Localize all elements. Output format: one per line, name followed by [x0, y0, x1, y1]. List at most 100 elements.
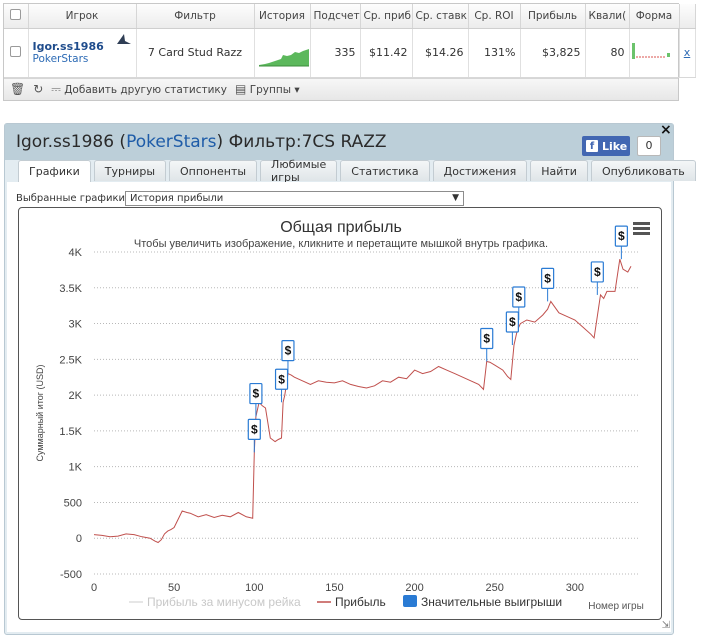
- stats-toolbar: 🗑 ↻ ⎓ Добавить другую статистику ▤ Групп…: [4, 77, 678, 100]
- title-room-link[interactable]: PokerStars: [126, 132, 217, 152]
- form-cell: [629, 28, 680, 78]
- legend-label-net-profit: Прибыль за минусом рейка: [147, 595, 301, 609]
- col-header-remove: [679, 4, 696, 29]
- svg-text:$: $: [285, 344, 292, 358]
- count-cell: 335: [310, 28, 361, 78]
- table-row[interactable]: Igor.ss1986 PokerStars 7 Card Stud Razz …: [4, 28, 696, 78]
- row-checkbox[interactable]: [10, 45, 22, 57]
- select-all-header[interactable]: [4, 4, 29, 29]
- profit-series-line: [93, 259, 632, 544]
- tab-publish[interactable]: Опубликовать: [590, 160, 696, 181]
- y-tick-label: 500: [64, 497, 82, 509]
- form-sparkline: [631, 43, 670, 59]
- chart-select-value: История прибыли: [130, 193, 224, 204]
- link-icon: ⎓: [51, 81, 61, 96]
- chevron-down-icon: ▾: [294, 84, 300, 96]
- facebook-icon: f: [586, 140, 598, 152]
- x-tick-label: 50: [168, 582, 180, 594]
- x-tick-label: 150: [325, 582, 343, 594]
- big-win-marker[interactable]: $: [614, 225, 628, 260]
- big-win-marker[interactable]: $: [281, 340, 295, 374]
- tab-favorite-games[interactable]: Любимые игры: [260, 158, 338, 184]
- col-header-avg-stake[interactable]: Ср. ставк: [412, 4, 469, 29]
- add-statistic-label: Добавить другую статистику: [64, 83, 227, 96]
- trash-icon[interactable]: 🗑: [10, 82, 26, 96]
- player-cell: Igor.ss1986 PokerStars: [28, 28, 137, 78]
- chart-title: Общая прибыль: [280, 219, 402, 236]
- chart-svg[interactable]: Общая прибыль Чтобы увеличить изображение…: [19, 208, 663, 621]
- col-header-avg-roi[interactable]: Ср. ROI: [468, 4, 521, 29]
- row-select-cell[interactable]: [4, 28, 29, 78]
- x-tick-label: 100: [245, 582, 263, 594]
- legend-symbol-big-wins: [403, 595, 417, 607]
- tab-opponents[interactable]: Оппоненты: [169, 160, 258, 181]
- tab-tournaments[interactable]: Турниры: [93, 160, 167, 181]
- big-win-marker[interactable]: $: [505, 311, 519, 346]
- chart-select[interactable]: История прибыли ▼: [125, 191, 464, 206]
- profit-cell: $3,825: [520, 28, 586, 78]
- tab-charts[interactable]: Графики: [18, 160, 91, 182]
- select-all-checkbox[interactable]: [10, 8, 22, 20]
- selected-charts-label: Выбранные графики:: [16, 193, 129, 204]
- x-tick-label: 250: [486, 582, 504, 594]
- legend-label-profit: Прибыль: [335, 595, 386, 609]
- legend-label-big-wins: Значительные выигрыши: [421, 595, 562, 609]
- dropdown-arrow-icon: ▼: [452, 193, 459, 203]
- y-tick-label: 0: [76, 533, 82, 545]
- profit-chart[interactable]: Общая прибыль Чтобы увеличить изображение…: [18, 207, 662, 620]
- big-win-marker[interactable]: $: [541, 267, 555, 302]
- col-header-quality[interactable]: Квали(: [585, 4, 630, 29]
- avg-roi-cell: 131%: [468, 28, 521, 78]
- history-sparkline: [258, 49, 309, 67]
- chart-menu-icon[interactable]: [633, 222, 650, 235]
- panel-header: Igor.ss1986 (PokerStars) Фильтр:7CS RAZZ…: [5, 124, 673, 160]
- remove-row-link[interactable]: x: [679, 28, 696, 78]
- col-header-count[interactable]: Подсчет: [310, 4, 361, 29]
- stats-grid: Игрок Фильтр История Подсчет Ср. прибі С…: [4, 4, 696, 78]
- player-room-link[interactable]: PokerStars: [32, 53, 89, 65]
- like-count: 0: [637, 136, 661, 156]
- x-axis-label: Номер игры: [588, 601, 644, 612]
- history-cell: [254, 28, 311, 78]
- groups-icon: ▤: [235, 82, 247, 96]
- svg-text:$: $: [594, 265, 601, 279]
- svg-text:$: $: [483, 331, 490, 345]
- big-win-marker[interactable]: $: [480, 327, 494, 362]
- title-player: Igor.ss1986: [16, 132, 115, 152]
- y-axis-label: Суммарный итог (USD): [35, 364, 45, 461]
- groups-menu-button[interactable]: ▤ Группы ▾: [235, 82, 300, 96]
- player-name-link[interactable]: Igor.ss1986: [32, 40, 104, 53]
- big-win-marker[interactable]: $: [249, 382, 263, 417]
- panel-tabs: Графики Турниры Оппоненты Любимые игры С…: [18, 158, 696, 184]
- tab-find[interactable]: Найти: [530, 160, 588, 181]
- col-header-profit[interactable]: Прибыль: [520, 4, 586, 29]
- big-win-marker[interactable]: $: [247, 418, 261, 453]
- svg-text:$: $: [544, 271, 551, 285]
- resize-handle-icon[interactable]: ⇲: [661, 620, 670, 631]
- col-header-history[interactable]: История: [254, 4, 311, 29]
- y-tick-label: 2.5K: [59, 354, 82, 366]
- col-header-filter[interactable]: Фильтр: [136, 4, 255, 29]
- player-stats-panel: Igor.ss1986 (PokerStars) Фильтр:7CS RAZZ…: [4, 122, 696, 635]
- close-icon[interactable]: ×: [660, 122, 672, 138]
- col-header-player[interactable]: Игрок: [28, 4, 137, 29]
- table-header-row: Игрок Фильтр История Подсчет Ср. прибі С…: [4, 4, 696, 29]
- y-tick-label: 1.5K: [59, 426, 82, 438]
- big-win-marker[interactable]: $: [590, 261, 604, 295]
- big-win-marker[interactable]: $: [512, 286, 526, 320]
- filter-cell: 7 Card Stud Razz: [136, 28, 255, 78]
- y-tick-label: 3K: [69, 319, 83, 331]
- refresh-icon[interactable]: ↻: [33, 82, 44, 96]
- facebook-like-button[interactable]: f Like: [582, 136, 630, 156]
- add-statistic-button[interactable]: ⎓ Добавить другую статистику: [51, 82, 227, 97]
- col-header-avg-profit[interactable]: Ср. прибі: [360, 4, 413, 29]
- col-header-form[interactable]: Форма: [629, 4, 680, 29]
- shark-rank-icon: [116, 33, 131, 44]
- x-tick-label: 300: [566, 582, 584, 594]
- tab-statistics[interactable]: Статистика: [340, 160, 430, 181]
- stats-table: Игрок Фильтр История Подсчет Ср. прибі С…: [3, 3, 696, 101]
- tab-achievements[interactable]: Достижения: [432, 160, 528, 181]
- title-filter: Фильтр:7CS RAZZ: [228, 132, 387, 152]
- big-win-marker[interactable]: $: [274, 368, 289, 403]
- y-tick-label: 1K: [69, 462, 83, 474]
